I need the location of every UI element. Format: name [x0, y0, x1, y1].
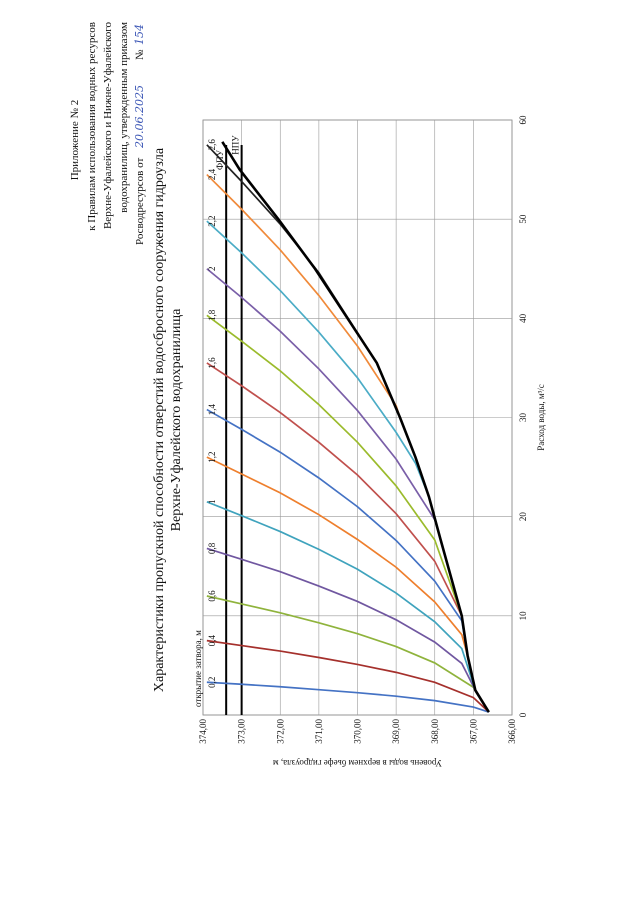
- y-tick-label: 366,00: [507, 719, 517, 744]
- series-label: 1,4: [207, 403, 217, 415]
- series-line: [206, 501, 490, 713]
- header-line: водохранилищ, утвержденным приказом: [118, 22, 130, 213]
- y-tick-label: 372,00: [275, 719, 285, 744]
- y-tick-label: 371,00: [314, 719, 324, 744]
- series-line: [221, 141, 490, 713]
- x-tick-label: 60: [518, 115, 528, 125]
- series-label: 1,8: [207, 309, 217, 321]
- number-label: №: [134, 49, 146, 60]
- series-line: [206, 639, 490, 713]
- y-tick-label: 367,00: [468, 719, 478, 744]
- x-tick-label: 30: [518, 413, 528, 423]
- series-label: 0,4: [207, 635, 217, 647]
- series-line: [206, 681, 490, 713]
- reference-label: НПУ: [231, 135, 241, 155]
- series-line: [206, 595, 490, 713]
- chart-subtitle: Верхне-Уфалейского водохранилища: [169, 308, 184, 531]
- series-label: 0,8: [207, 542, 217, 554]
- handwritten-number: 154: [133, 24, 146, 45]
- y-tick-label: 373,00: [237, 719, 247, 744]
- legend-title: открытие затвора, м: [193, 630, 203, 707]
- y-tick-label: 368,00: [430, 719, 440, 744]
- rotated-content: Приложение № 2 к Правилам использования …: [69, 22, 546, 768]
- y-axis-label: Уровень воды в верхнем бьефе гидроузла, …: [273, 758, 442, 768]
- x-tick-label: 0: [518, 712, 528, 717]
- x-axis-label: Расход воды, м³/с: [536, 384, 546, 451]
- series-label: 1: [207, 500, 217, 505]
- series-label: 0,6: [207, 590, 217, 602]
- series-label: 2,4: [207, 168, 217, 180]
- header-line: к Правилам использования водных ресурсов: [86, 22, 98, 231]
- chart-title: Характеристики пропускной способности от…: [152, 147, 167, 692]
- header-line: Приложение № 2: [69, 100, 81, 181]
- series-label: 0,2: [207, 677, 217, 688]
- series-label: 1,6: [207, 357, 217, 369]
- y-tick-label: 370,00: [353, 719, 363, 744]
- x-tick-label: 50: [518, 214, 528, 224]
- x-tick-label: 10: [518, 611, 528, 621]
- series-label: 2,2: [207, 216, 217, 227]
- header-line: Верхне-Уфалейского и Нижне-Уфалейского: [102, 22, 114, 230]
- x-tick-label: 40: [518, 313, 528, 323]
- y-tick-label: 374,00: [198, 719, 208, 744]
- handwritten-date: 20.06.2025: [133, 85, 146, 149]
- series-line: [206, 547, 490, 713]
- header-line: Росводресурсов от: [134, 158, 146, 245]
- y-tick-label: 369,00: [391, 719, 401, 744]
- series-label: 2,6: [207, 139, 217, 151]
- x-tick-label: 20: [518, 512, 528, 521]
- series-label: 2: [207, 267, 217, 272]
- series-label: 1,2: [207, 452, 217, 463]
